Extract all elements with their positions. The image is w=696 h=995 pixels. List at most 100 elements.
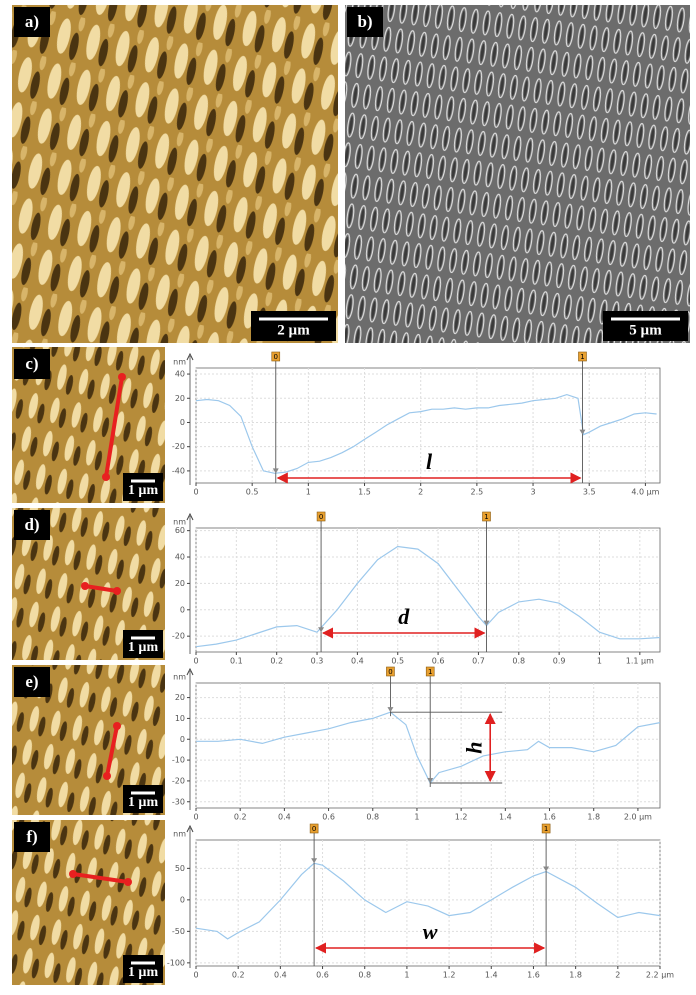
x-tick-label: 1 xyxy=(597,657,602,666)
label-bg xyxy=(14,510,50,540)
x-tick-label: 0.8 xyxy=(358,971,371,980)
x-tick-label: 0 xyxy=(193,488,198,497)
scale-bg xyxy=(603,311,688,341)
scale-text: 2 µm xyxy=(277,322,310,338)
profile-end xyxy=(102,473,110,481)
cursor-label: 0 xyxy=(319,513,323,521)
x-tick-label: 0.7 xyxy=(472,657,485,666)
x-tick-label: 0.2 xyxy=(270,657,283,666)
scale-text: 5 µm xyxy=(629,322,662,338)
x-tick-label: 0.6 xyxy=(322,813,335,822)
profile-end xyxy=(113,722,121,730)
x-tick-label: 0 xyxy=(193,657,198,666)
y-tick-label: 40 xyxy=(175,553,185,562)
x-tick-label: 1.5 xyxy=(358,488,371,497)
x-tick-label: 1.4 xyxy=(485,971,498,980)
y-axis-arrow xyxy=(186,667,194,676)
panel-label: c) xyxy=(25,354,38,373)
y-tick-label: -100 xyxy=(167,958,185,967)
y-tick-label: -10 xyxy=(172,756,185,765)
cursor-label: 1 xyxy=(580,353,584,361)
scale-bg xyxy=(123,785,163,813)
label-bg xyxy=(14,667,50,697)
label-bg xyxy=(14,822,50,852)
y-unit: nm xyxy=(173,830,186,839)
profile-line xyxy=(104,376,124,478)
cursor-flag xyxy=(386,666,395,677)
x-tick-label: 1.8 xyxy=(587,813,600,822)
profile-end xyxy=(113,587,121,595)
profile-line xyxy=(105,725,119,777)
x-tick-label: 1 xyxy=(306,488,311,497)
profile-end xyxy=(124,878,132,886)
y-axis-arrow xyxy=(186,352,194,361)
scale-bg xyxy=(251,311,336,341)
x-tick-label: 0.8 xyxy=(366,813,379,822)
x-tick-label: 0.4 xyxy=(351,657,364,666)
x-tick-label: 2.0 µm xyxy=(624,813,652,822)
cursor-label: 1 xyxy=(428,668,432,676)
image xyxy=(12,5,338,343)
x-tick-label: 2.5 xyxy=(471,488,484,497)
cursor-flag xyxy=(541,823,551,834)
cursor-point xyxy=(272,468,279,474)
profile-line xyxy=(84,584,118,593)
label-bg xyxy=(347,7,383,37)
x-tick-label: 1.2 xyxy=(443,971,456,980)
x-tick-label: 0.4 xyxy=(278,813,291,822)
x-tick-label: 1.6 xyxy=(527,971,540,980)
y-tick-label: -50 xyxy=(172,927,185,936)
x-tick-label: 2 xyxy=(615,971,620,980)
y-tick-label: 50 xyxy=(175,864,185,873)
y-tick-label: 0 xyxy=(180,418,185,427)
cursor-flag xyxy=(425,666,435,677)
y-tick-label: 0 xyxy=(180,895,185,904)
y-tick-label: -40 xyxy=(172,466,185,475)
cursor-label: 1 xyxy=(484,513,488,521)
profile-curve xyxy=(195,862,661,940)
cursor-flag xyxy=(578,351,587,362)
cursor-point xyxy=(483,620,490,626)
scale-bg xyxy=(123,473,163,501)
scale-bg xyxy=(123,955,163,983)
y-tick-label: 0 xyxy=(180,735,185,744)
y-unit: nm xyxy=(173,673,186,682)
panel-label: d) xyxy=(24,515,39,534)
cursor-flag xyxy=(309,823,319,834)
cursor-label: 0 xyxy=(388,668,392,676)
scale-text: 1 µm xyxy=(128,965,159,980)
y-tick-label: -20 xyxy=(172,632,185,641)
x-tick-label: 0.9 xyxy=(553,657,566,666)
plot-area xyxy=(195,839,661,967)
x-tick-label: 0.2 xyxy=(232,971,245,980)
panel-label: e) xyxy=(25,672,38,691)
annotation: w xyxy=(423,919,438,944)
profile-curve xyxy=(195,545,661,648)
annotation: l xyxy=(426,449,433,474)
image xyxy=(345,5,690,343)
x-tick-label: 1.4 xyxy=(499,813,512,822)
scale-text: 1 µm xyxy=(128,483,159,498)
y-tick-label: -20 xyxy=(172,442,185,451)
y-tick-label: 60 xyxy=(175,526,185,535)
panel-label: b) xyxy=(357,12,372,31)
panel-label: f) xyxy=(26,827,37,846)
profile-end xyxy=(103,772,111,780)
x-tick-label: 0.6 xyxy=(432,657,445,666)
profile-end xyxy=(118,373,126,381)
x-tick-label: 0.3 xyxy=(311,657,324,666)
panel-label: a) xyxy=(25,12,39,31)
x-tick-label: 1 xyxy=(404,971,409,980)
annotation: d xyxy=(398,604,410,629)
x-tick-label: 0.2 xyxy=(234,813,247,822)
x-tick-label: 1 xyxy=(414,813,419,822)
x-tick-label: 0.1 xyxy=(230,657,243,666)
x-tick-label: 1.6 xyxy=(543,813,556,822)
cursor-point xyxy=(579,429,586,435)
profile-end xyxy=(81,582,89,590)
x-tick-label: 3 xyxy=(530,488,535,497)
x-tick-label: 1.8 xyxy=(569,971,582,980)
x-tick-label: 0.4 xyxy=(274,971,287,980)
scale-text: 1 µm xyxy=(128,640,159,655)
x-tick-label: 0 xyxy=(193,813,198,822)
